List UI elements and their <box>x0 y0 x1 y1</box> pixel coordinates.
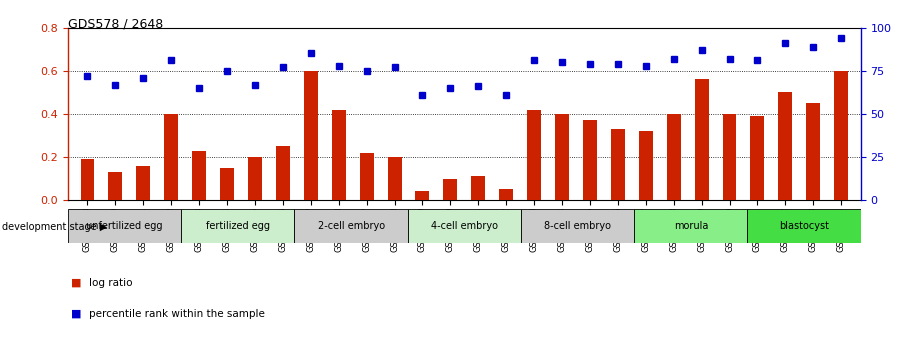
Bar <box>276 146 290 200</box>
Text: development stage ▶: development stage ▶ <box>2 222 107 232</box>
Bar <box>443 179 458 200</box>
Bar <box>499 189 513 200</box>
Bar <box>521 209 634 243</box>
Bar <box>806 103 820 200</box>
Text: log ratio: log ratio <box>89 278 132 288</box>
Bar <box>304 71 318 200</box>
Text: GDS578 / 2648: GDS578 / 2648 <box>68 17 163 30</box>
Bar <box>164 114 178 200</box>
Text: 8-cell embryo: 8-cell embryo <box>545 221 611 231</box>
Text: unfertilized egg: unfertilized egg <box>86 221 163 231</box>
Bar <box>81 159 94 200</box>
Bar <box>416 191 429 200</box>
Text: 4-cell embryo: 4-cell embryo <box>431 221 497 231</box>
Bar <box>332 110 346 200</box>
Bar <box>834 71 848 200</box>
Bar <box>555 114 569 200</box>
Text: blastocyst: blastocyst <box>779 221 829 231</box>
Text: 2-cell embryo: 2-cell embryo <box>317 221 385 231</box>
Text: ■: ■ <box>71 309 82 319</box>
Bar <box>611 129 625 200</box>
Text: percentile rank within the sample: percentile rank within the sample <box>89 309 265 319</box>
Bar <box>695 79 708 200</box>
Text: fertilized egg: fertilized egg <box>206 221 270 231</box>
Bar <box>109 172 122 200</box>
Bar <box>583 120 597 200</box>
Bar <box>667 114 680 200</box>
Bar <box>181 209 294 243</box>
Bar <box>778 92 793 200</box>
Text: ■: ■ <box>71 278 82 288</box>
Bar <box>408 209 521 243</box>
Bar <box>747 209 861 243</box>
Bar <box>136 166 150 200</box>
Bar <box>471 176 486 200</box>
Bar <box>639 131 652 200</box>
Bar <box>750 116 765 200</box>
Text: morula: morula <box>674 221 708 231</box>
Bar <box>294 209 408 243</box>
Bar <box>722 114 737 200</box>
Bar <box>634 209 747 243</box>
Bar <box>527 110 541 200</box>
Bar <box>68 209 181 243</box>
Bar <box>388 157 401 200</box>
Bar <box>220 168 234 200</box>
Bar <box>248 157 262 200</box>
Bar <box>192 150 207 200</box>
Bar <box>360 152 373 200</box>
